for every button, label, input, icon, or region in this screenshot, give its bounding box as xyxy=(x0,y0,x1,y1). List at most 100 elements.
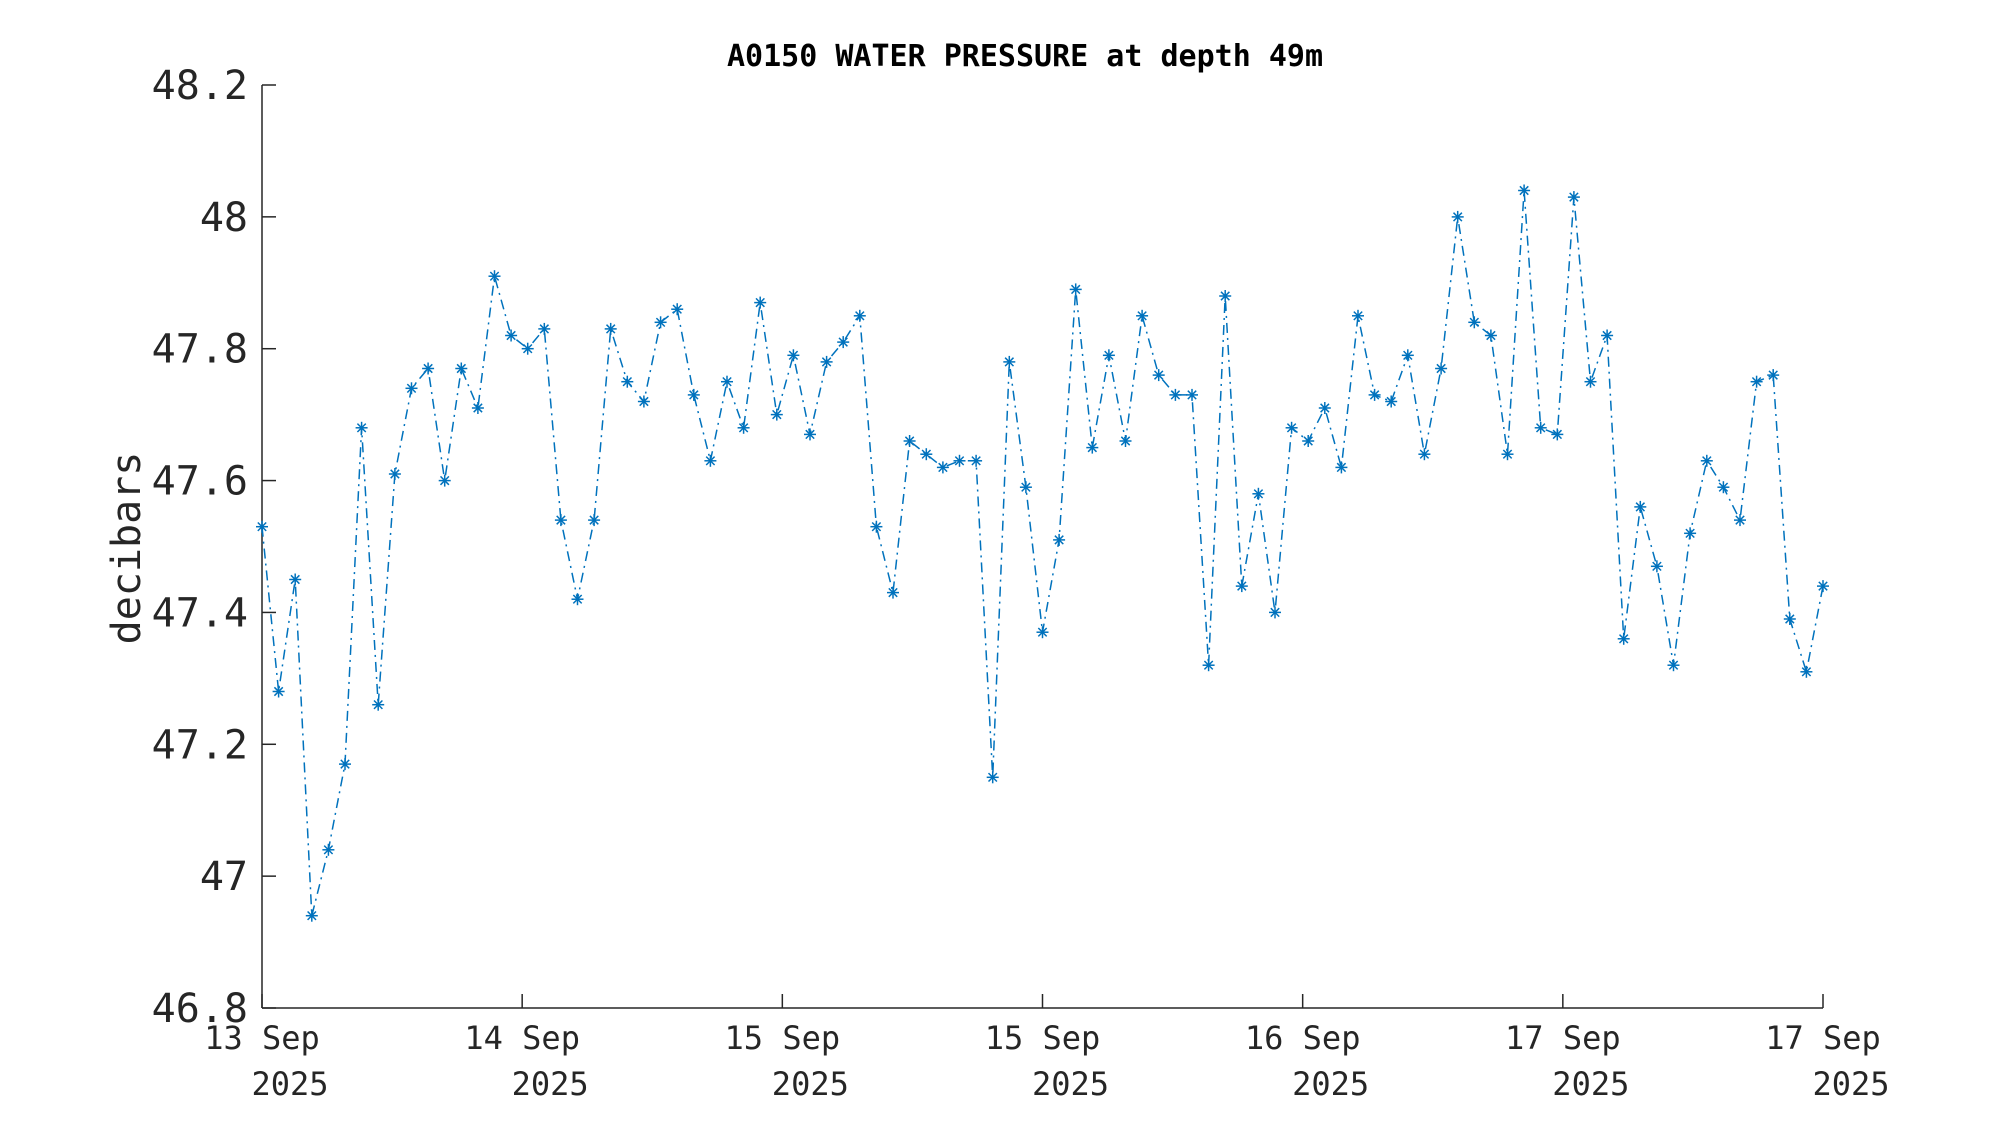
data-point-marker xyxy=(1302,435,1315,447)
x-tick-year-label: 2025 xyxy=(1032,1065,1109,1103)
data-point-marker xyxy=(455,362,468,375)
data-point-marker xyxy=(604,322,617,335)
data-point-marker xyxy=(970,454,983,467)
data-point-marker xyxy=(1817,580,1829,593)
x-tick-year-label: 2025 xyxy=(1552,1065,1629,1103)
data-point-marker xyxy=(1219,290,1232,302)
data-point-marker xyxy=(1069,283,1082,296)
x-tick-label: 14 Sep xyxy=(464,1019,580,1057)
data-point-marker xyxy=(1667,659,1680,672)
data-point-marker xyxy=(1136,309,1149,322)
data-point-marker xyxy=(488,270,501,283)
data-point-marker xyxy=(405,382,418,395)
x-tick-label: 15 Sep xyxy=(725,1019,841,1057)
data-point-marker xyxy=(953,454,966,467)
data-point-marker xyxy=(1318,402,1331,414)
data-point-marker xyxy=(305,909,318,922)
data-point-marker xyxy=(1169,388,1182,401)
y-tick-label: 47.6 xyxy=(152,459,248,505)
data-point-marker xyxy=(372,698,385,711)
data-point-marker xyxy=(920,448,933,461)
data-point-marker xyxy=(1684,527,1697,540)
data-point-marker xyxy=(1767,369,1780,382)
data-point-marker xyxy=(1285,421,1298,434)
y-axis-ticks: 46.8 47 47.2 47.4 47.6 47.8 48 48.2 xyxy=(152,63,276,1032)
x-tick-label: 17 Sep xyxy=(1765,1019,1881,1057)
data-point-marker xyxy=(936,461,949,474)
data-point-marker xyxy=(272,685,285,698)
y-tick-label: 48 xyxy=(200,195,248,241)
data-point-marker xyxy=(588,514,601,527)
data-point-marker xyxy=(1484,329,1497,342)
data-point-marker xyxy=(1003,355,1016,368)
data-point-marker xyxy=(554,514,567,527)
data-point-marker xyxy=(887,586,899,599)
data-point-marker xyxy=(1468,316,1481,329)
data-point-marker xyxy=(704,454,717,467)
y-tick-label: 47 xyxy=(200,854,248,900)
data-point-marker xyxy=(1601,329,1614,342)
data-point-marker xyxy=(787,349,800,362)
data-point-marker xyxy=(1036,626,1049,639)
data-point-marker xyxy=(804,428,816,441)
chart-title: A0150 WATER PRESSURE at depth 49m xyxy=(727,39,1323,74)
data-point-marker xyxy=(1202,659,1215,672)
data-point-marker xyxy=(1650,560,1663,573)
data-point-marker xyxy=(621,375,634,388)
data-point-marker xyxy=(1451,210,1464,223)
data-point-marker xyxy=(1800,665,1813,678)
data-point-marker xyxy=(637,395,650,408)
x-tick-label: 17 Sep xyxy=(1505,1019,1621,1057)
data-point-marker xyxy=(1235,580,1248,593)
data-point-marker xyxy=(322,843,335,856)
x-axis-ticks: 13 Sep 2025 14 Sep 2025 15 Sep 2025 15 Sep 2025… xyxy=(204,994,1890,1103)
data-point-marker xyxy=(837,336,850,349)
data-point-marker xyxy=(1567,191,1580,204)
data-point-marker xyxy=(1584,375,1597,388)
data-point-marker xyxy=(1401,349,1414,362)
data-point-marker xyxy=(737,421,750,434)
data-point-marker xyxy=(289,573,302,586)
x-tick-year-label: 2025 xyxy=(772,1065,849,1103)
data-point-marker xyxy=(671,303,684,316)
data-point-marker xyxy=(1551,428,1564,441)
x-tick-label: 13 Sep xyxy=(204,1019,320,1057)
data-point-marker xyxy=(1518,184,1531,197)
series-line xyxy=(261,190,1824,916)
data-point-marker xyxy=(1086,441,1099,454)
data-point-marker xyxy=(355,421,368,434)
data-point-marker xyxy=(770,408,783,421)
x-tick-year-label: 2025 xyxy=(1812,1065,1889,1103)
data-point-marker xyxy=(903,435,916,447)
data-point-marker xyxy=(1019,481,1032,494)
data-point-marker xyxy=(754,296,767,309)
x-tick-label: 15 Sep xyxy=(985,1019,1101,1057)
data-point-marker xyxy=(1102,349,1115,362)
data-point-marker xyxy=(538,322,551,335)
data-point-marker xyxy=(870,520,883,533)
data-point-marker xyxy=(820,355,833,368)
data-point-marker xyxy=(1534,421,1547,434)
y-tick-label: 47.8 xyxy=(152,327,248,373)
data-point-marker xyxy=(986,771,999,784)
data-point-marker xyxy=(1734,514,1746,527)
plot-area xyxy=(256,184,1829,922)
data-point-marker xyxy=(1053,533,1066,546)
y-tick-label: 47.4 xyxy=(152,590,248,636)
data-point-marker xyxy=(1700,454,1713,467)
data-point-marker xyxy=(438,474,451,487)
data-point-marker xyxy=(721,375,733,388)
y-tick-label: 47.2 xyxy=(152,722,248,768)
data-point-marker xyxy=(1368,388,1381,401)
data-point-marker xyxy=(471,402,484,414)
data-point-marker xyxy=(1418,448,1431,461)
data-point-marker xyxy=(1717,481,1730,494)
y-tick-label: 48.2 xyxy=(152,63,248,109)
data-point-marker xyxy=(1186,388,1198,401)
data-point-marker xyxy=(1152,369,1165,382)
data-point-marker xyxy=(256,520,268,533)
data-point-marker xyxy=(1352,309,1364,322)
data-point-marker xyxy=(521,342,534,355)
data-point-marker xyxy=(1783,613,1796,625)
